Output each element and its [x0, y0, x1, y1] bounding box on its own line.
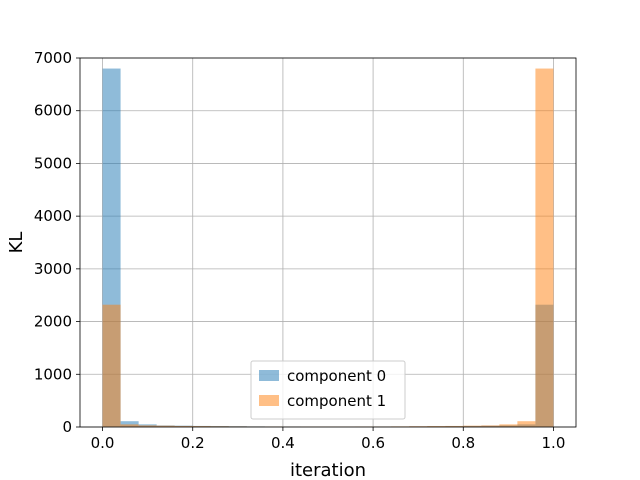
bar-series-1-bin-3 — [156, 425, 175, 427]
bar-series-1-bin-1 — [120, 424, 139, 427]
x-tick-label: 0.4 — [271, 434, 295, 452]
x-axis-title: iteration — [290, 460, 366, 480]
bar-series-1-bin-2 — [138, 425, 157, 427]
y-tick-label: 3000 — [34, 260, 72, 278]
legend-label-component-1: component 1 — [287, 392, 386, 410]
bar-series-1-bin-4 — [174, 425, 193, 427]
y-tick-label: 6000 — [34, 102, 72, 120]
y-tick-label: 2000 — [34, 313, 72, 331]
bar-series-1-bin-21 — [481, 425, 500, 427]
bar-series-1-bin-19 — [445, 425, 464, 427]
x-tick-label: 0.2 — [181, 434, 205, 452]
bar-series-1-bin-0 — [102, 304, 121, 427]
legend-swatch-component-1 — [259, 395, 279, 406]
y-tick-label: 0 — [62, 418, 72, 436]
bar-series-1-bin-20 — [463, 425, 482, 427]
bar-series-0-bin-1 — [120, 421, 139, 427]
legend: component 0 component 1 — [250, 360, 406, 420]
bar-series-1-bin-18 — [427, 426, 446, 427]
y-axis: 0 1000 2000 3000 4000 5000 6000 7000 — [34, 49, 80, 436]
y-tick-label: 1000 — [34, 365, 72, 383]
x-tick-label: 1.0 — [542, 434, 566, 452]
x-axis: 0.0 0.2 0.4 0.6 0.8 1.0 — [91, 427, 566, 452]
y-axis-title: KL — [6, 232, 27, 254]
legend-box — [250, 360, 406, 420]
x-tick-label: 0.8 — [451, 434, 475, 452]
bar-series-1-bin-23 — [517, 421, 536, 427]
bars — [102, 68, 554, 428]
x-tick-label: 0.6 — [361, 434, 385, 452]
legend-swatch-component-0 — [259, 370, 279, 381]
x-tick-label: 0.0 — [91, 434, 115, 452]
bar-series-1-bin-22 — [499, 424, 518, 427]
legend-label-component-0: component 0 — [287, 367, 386, 385]
y-tick-label: 7000 — [34, 49, 72, 67]
y-tick-label: 5000 — [34, 154, 72, 172]
bar-series-1-bin-24 — [535, 68, 554, 428]
plot-frame — [79, 57, 577, 428]
y-tick-label: 4000 — [34, 207, 72, 225]
bar-series-1-bin-5 — [192, 426, 211, 427]
